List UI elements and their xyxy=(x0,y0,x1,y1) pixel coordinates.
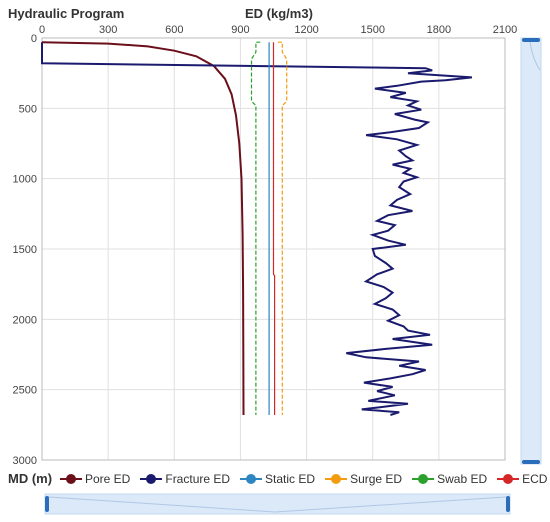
legend-label: Swab ED xyxy=(437,472,488,486)
y-tick-label: 1500 xyxy=(13,244,37,256)
legend-item-ecd[interactable]: ECD xyxy=(497,472,547,486)
legend-swatch-icon xyxy=(240,474,263,484)
legend-swatch-icon xyxy=(140,474,163,484)
legend-item-surge-ed[interactable]: Surge ED xyxy=(325,472,402,486)
series-pore-ed xyxy=(41,41,245,416)
series-fracture-ed xyxy=(41,42,473,416)
legend: Pore ED Fracture ED Static ED Surge ED Swab … xyxy=(60,472,547,486)
legend-label: Pore ED xyxy=(85,472,131,486)
plot-frame xyxy=(41,37,506,461)
legend-label: Static ED xyxy=(265,472,316,486)
vscroll-handle-top xyxy=(522,38,540,42)
series-group xyxy=(41,41,473,416)
series-swab-ed xyxy=(250,41,261,415)
hscroll-handle-right xyxy=(506,496,510,512)
vscroll-handle-bottom xyxy=(522,460,540,464)
legend-swatch-icon xyxy=(325,474,348,484)
hscroll-preview xyxy=(48,496,507,513)
vscroll-preview xyxy=(529,41,541,71)
legend-item-swab-ed[interactable]: Swab ED xyxy=(412,472,487,486)
vscroll-track xyxy=(520,37,542,465)
legend-item-static-ed[interactable]: Static ED xyxy=(240,472,315,486)
y-tick-label: 3000 xyxy=(13,455,37,467)
series-ecd xyxy=(272,42,276,415)
y-tick-label: 2000 xyxy=(13,314,37,326)
legend-swatch-icon xyxy=(497,474,520,484)
legend-item-pore-ed[interactable]: Pore ED xyxy=(60,472,130,486)
series-surge-ed xyxy=(277,41,288,415)
x-tick-label: 300 xyxy=(99,24,117,36)
x-tick-label: 1800 xyxy=(427,24,451,36)
hscroll-track xyxy=(44,493,511,515)
x-tick-label: 1200 xyxy=(294,24,318,36)
legend-item-fracture-ed[interactable]: Fracture ED xyxy=(140,472,230,486)
y-tick-label: 0 xyxy=(31,33,37,45)
y-tick-label: 1000 xyxy=(13,174,37,186)
legend-label: Fracture ED xyxy=(165,472,231,486)
chart-title: Hydraulic Program xyxy=(8,6,125,21)
x-tick-label: 600 xyxy=(165,24,183,36)
horizontal-zoom-scrollbar[interactable] xyxy=(44,493,511,515)
legend-swatch-icon xyxy=(60,474,82,484)
vertical-zoom-scrollbar[interactable] xyxy=(520,37,542,465)
x-tick-label: 900 xyxy=(231,24,249,36)
axes: 0 300 600 900 1200 1500 1800 2100 0 500 1000 1500 20… xyxy=(13,24,518,467)
legend-swatch-icon xyxy=(412,474,435,484)
y-axis-label: MD (m) xyxy=(8,471,53,486)
y-tick-label: 2500 xyxy=(13,385,37,397)
x-tick-label: 2100 xyxy=(493,24,517,36)
x-tick-label: 0 xyxy=(39,24,45,36)
y-tick-label: 500 xyxy=(19,103,37,115)
x-axis-label: ED (kg/m3) xyxy=(245,6,313,21)
x-tick-label: 1500 xyxy=(360,24,384,36)
hscroll-handle-left xyxy=(45,496,49,512)
legend-label: ECD xyxy=(522,472,548,486)
legend-label: Surge ED xyxy=(350,472,403,486)
